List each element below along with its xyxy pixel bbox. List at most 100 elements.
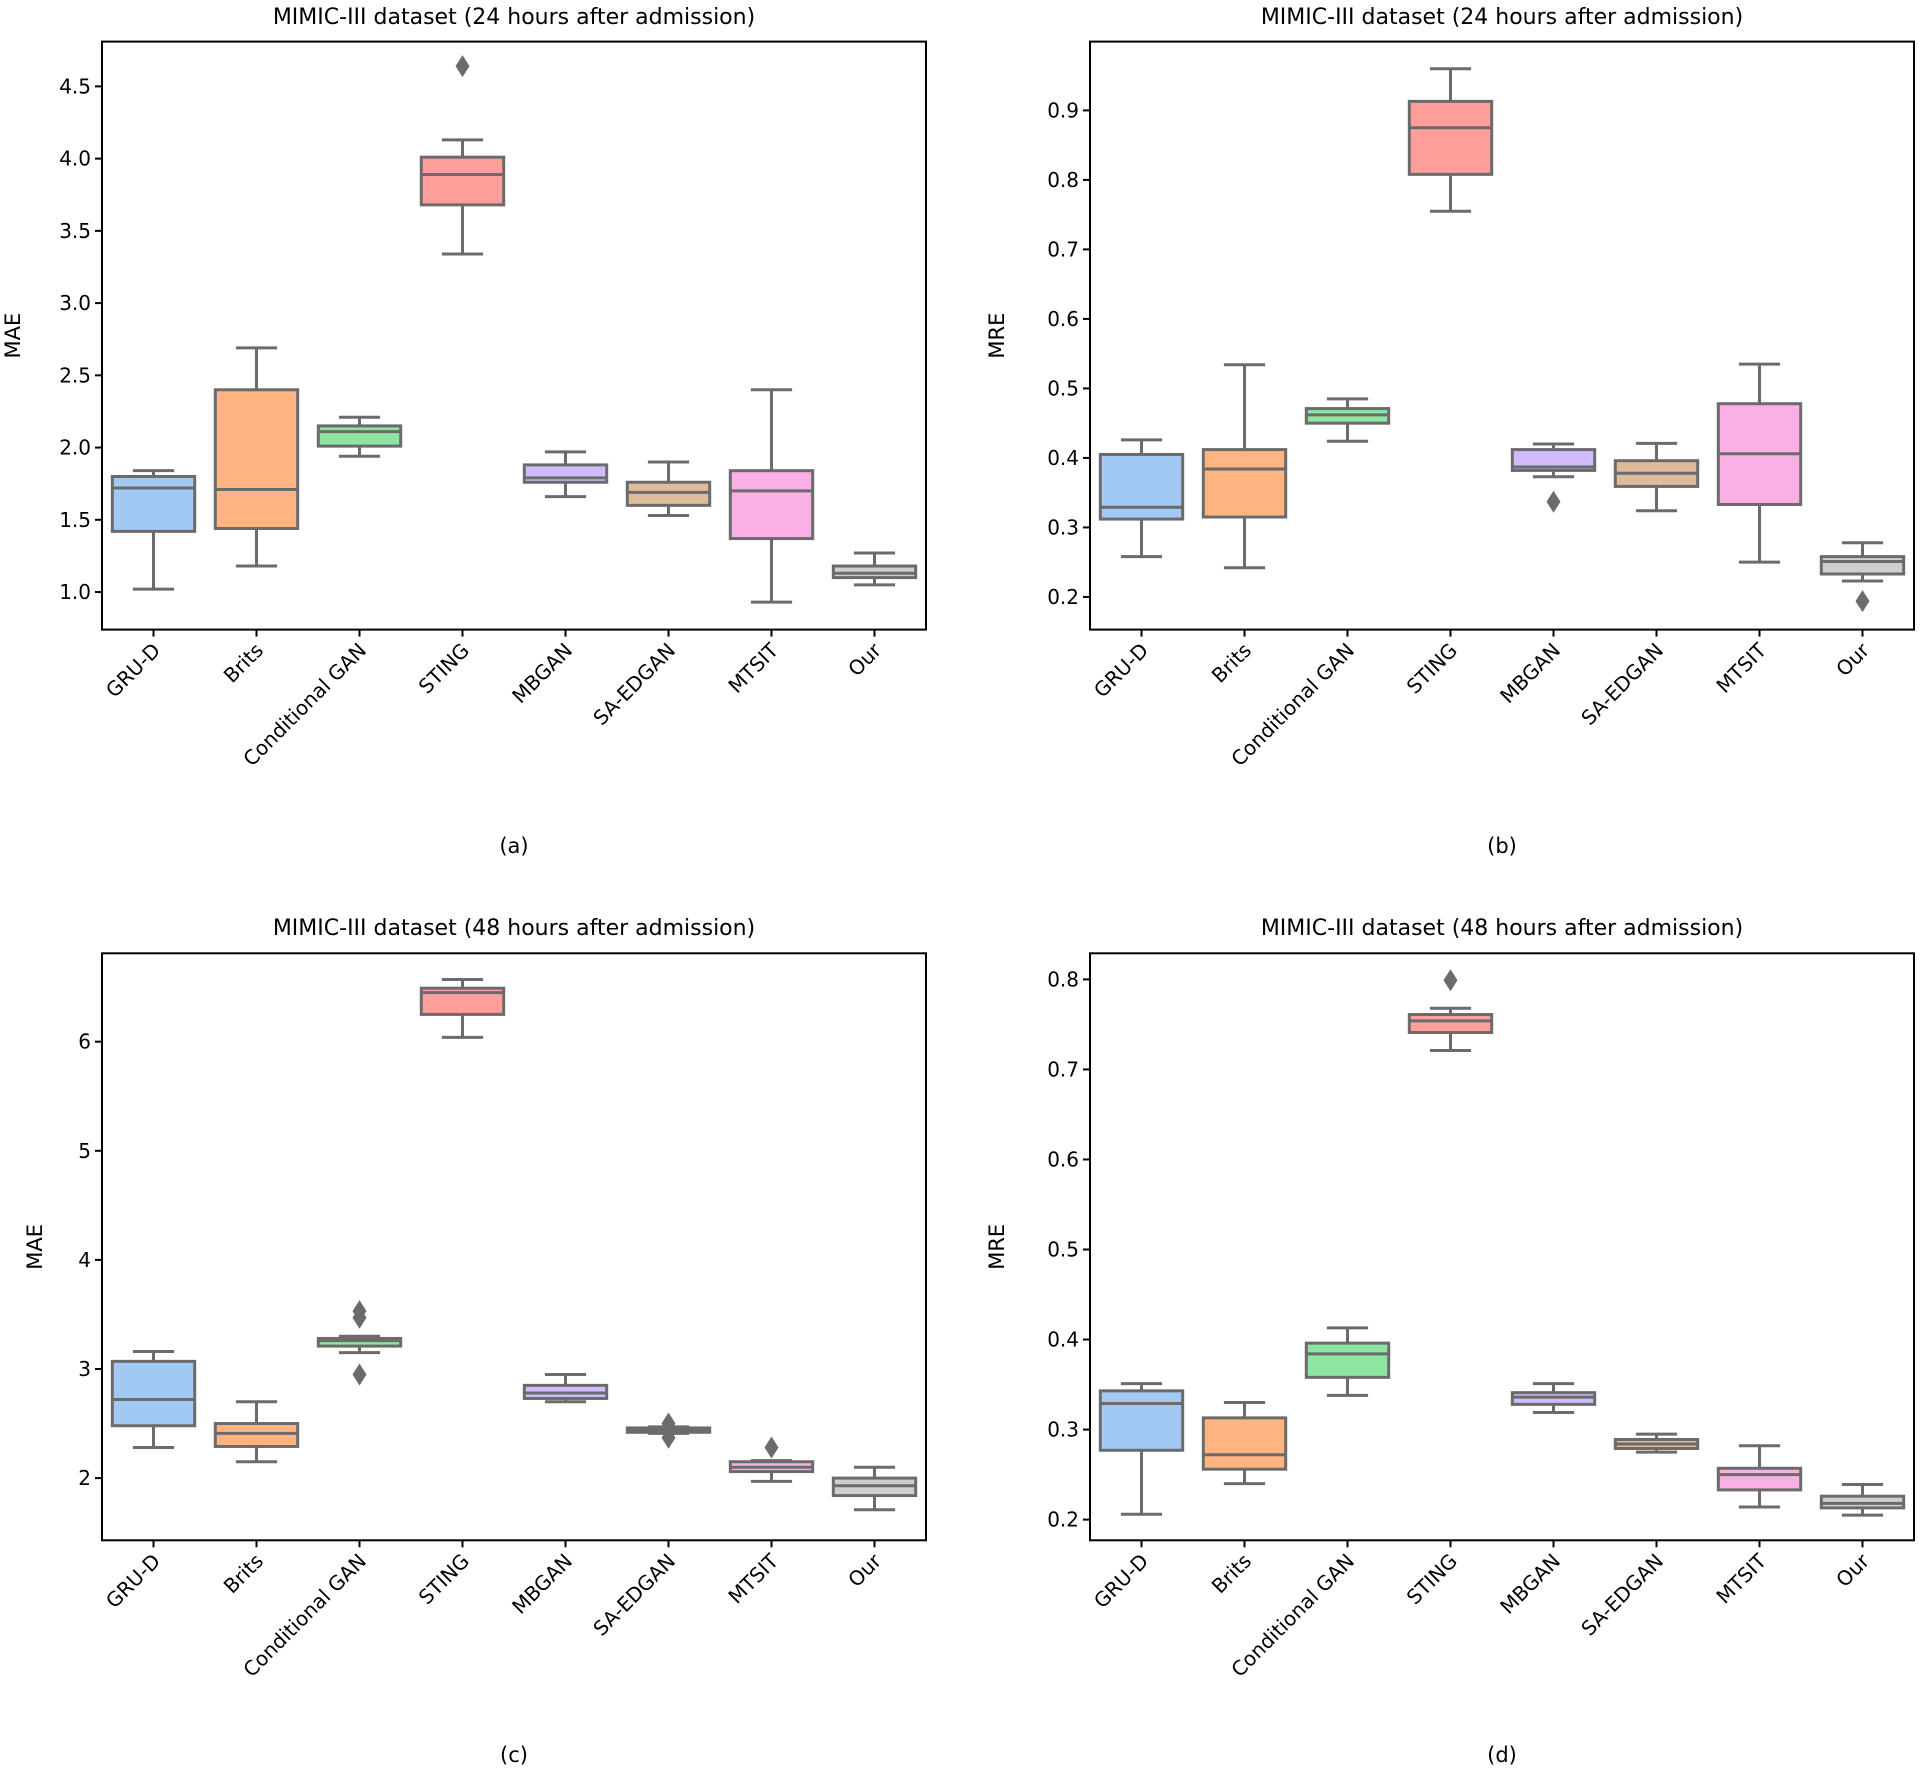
y-tick-label: 1.0 — [59, 580, 91, 604]
outlier-point — [1443, 969, 1458, 992]
y-tick-label: 5 — [78, 1139, 91, 1163]
y-tick-label: 0.3 — [1047, 515, 1079, 539]
panel-b: MIMIC-III dataset (24 hours after admiss… — [985, 5, 1915, 858]
iqr-box — [1407, 99, 1494, 176]
box-sa-edgan — [1613, 1432, 1700, 1454]
box-mbgan — [522, 450, 609, 499]
x-tick-label: GRU-D — [1089, 638, 1153, 702]
axes-frame — [101, 40, 927, 631]
chart-title: MIMIC-III dataset (24 hours after admiss… — [1261, 5, 1743, 30]
x-tick-label: Our — [1831, 1548, 1874, 1591]
outlier-point — [352, 1363, 367, 1386]
y-tick-label: 3 — [78, 1357, 91, 1381]
y-tick-label: 0.8 — [1047, 967, 1079, 991]
y-tick-label: 0.8 — [1047, 168, 1079, 192]
iqr-box — [316, 424, 403, 448]
box-sa-edgan — [625, 460, 712, 517]
panel-a: MIMIC-III dataset (24 hours after admiss… — [1, 5, 927, 858]
x-tick-label: Our — [1831, 638, 1874, 681]
box-gru-d — [1098, 438, 1185, 559]
x-tick-label: Brits — [1207, 638, 1256, 687]
box-mbgan — [1510, 442, 1597, 513]
y-tick-label: 1.5 — [59, 508, 91, 532]
chart-title: MIMIC-III dataset (48 hours after admiss… — [273, 916, 755, 941]
iqr-box — [1510, 448, 1597, 472]
iqr-box — [1098, 1389, 1185, 1452]
box-sting — [419, 55, 506, 256]
iqr-box — [728, 469, 815, 541]
box-mbgan — [1510, 1382, 1597, 1414]
y-axis-label: MRE — [985, 1224, 1009, 1270]
outlier-point — [764, 1436, 779, 1459]
y-tick-label: 4.0 — [59, 147, 91, 171]
x-tick-label: MBGAN — [1495, 638, 1565, 708]
iqr-box — [1201, 1416, 1288, 1471]
outlier-point — [455, 55, 470, 78]
y-tick-label: 0.3 — [1047, 1418, 1079, 1442]
x-tick-label: Brits — [219, 1549, 268, 1598]
panel-caption: (b) — [1487, 834, 1517, 858]
y-tick-label: 0.7 — [1047, 237, 1079, 261]
chart-title: MIMIC-III dataset (48 hours after admiss… — [1261, 916, 1743, 941]
axes-frame — [1089, 40, 1915, 631]
x-tick-label: STING — [414, 638, 474, 698]
x-tick-label: Brits — [1207, 1549, 1256, 1598]
chart-title: MIMIC-III dataset (24 hours after admiss… — [273, 5, 755, 30]
y-tick-label: 4.5 — [59, 74, 91, 98]
panel-caption: (c) — [500, 1743, 528, 1767]
axes-frame — [101, 952, 927, 1542]
y-tick-label: 0.2 — [1047, 585, 1079, 609]
x-tick-label: MTSIT — [723, 1548, 783, 1608]
box-brits — [213, 346, 300, 568]
x-tick-label: STING — [414, 1549, 474, 1609]
x-tick-label: MTSIT — [1711, 1548, 1771, 1608]
box-our — [831, 551, 918, 587]
panel-d: MIMIC-III dataset (48 hours after admiss… — [985, 916, 1915, 1767]
iqr-box — [110, 474, 197, 533]
y-tick-label: 0.4 — [1047, 446, 1079, 470]
outlier-point — [661, 1426, 676, 1449]
box-mbgan — [522, 1372, 609, 1404]
iqr-box — [1819, 555, 1906, 576]
y-axis-label: MAE — [23, 1224, 47, 1270]
box-brits — [1201, 363, 1288, 570]
box-brits — [1201, 1401, 1288, 1486]
axes-frame — [1089, 952, 1915, 1542]
box-conditional-gan — [316, 415, 403, 458]
box-sting — [1407, 67, 1494, 213]
box-conditional-gan — [1304, 1326, 1391, 1397]
x-tick-label: STING — [1402, 638, 1462, 698]
x-tick-label: Our — [843, 638, 886, 681]
box-sting — [1407, 969, 1494, 1053]
x-tick-label: MTSIT — [723, 638, 783, 698]
x-tick-label: SA-EDGAN — [588, 1549, 680, 1641]
panel-c: MIMIC-III dataset (48 hours after admiss… — [23, 916, 927, 1767]
y-tick-label: 0.9 — [1047, 98, 1079, 122]
box-mtsit — [1716, 362, 1803, 564]
box-sting — [419, 977, 506, 1039]
iqr-box — [213, 1422, 300, 1448]
box-our — [1819, 1482, 1906, 1517]
iqr-box — [110, 1359, 197, 1428]
iqr-box — [522, 463, 609, 484]
y-tick-label: 2.5 — [59, 363, 91, 387]
box-brits — [213, 1400, 300, 1464]
x-tick-label: SA-EDGAN — [588, 638, 680, 730]
panel-caption: (a) — [499, 834, 528, 858]
iqr-box — [419, 155, 506, 207]
x-tick-label: SA-EDGAN — [1576, 638, 1668, 730]
iqr-box — [1716, 1466, 1803, 1492]
iqr-box — [1201, 448, 1288, 519]
y-tick-label: 3.0 — [59, 291, 91, 315]
x-tick-label: GRU-D — [101, 638, 165, 702]
y-tick-label: 0.5 — [1047, 376, 1079, 400]
outlier-point — [352, 1306, 367, 1329]
box-conditional-gan — [316, 1300, 403, 1386]
box-gru-d — [110, 1350, 197, 1450]
y-tick-label: 3.5 — [59, 219, 91, 243]
x-tick-label: MBGAN — [507, 1549, 577, 1619]
box-gru-d — [110, 469, 197, 591]
box-mtsit — [728, 388, 815, 604]
box-conditional-gan — [1304, 397, 1391, 443]
box-sa-edgan — [625, 1412, 712, 1449]
